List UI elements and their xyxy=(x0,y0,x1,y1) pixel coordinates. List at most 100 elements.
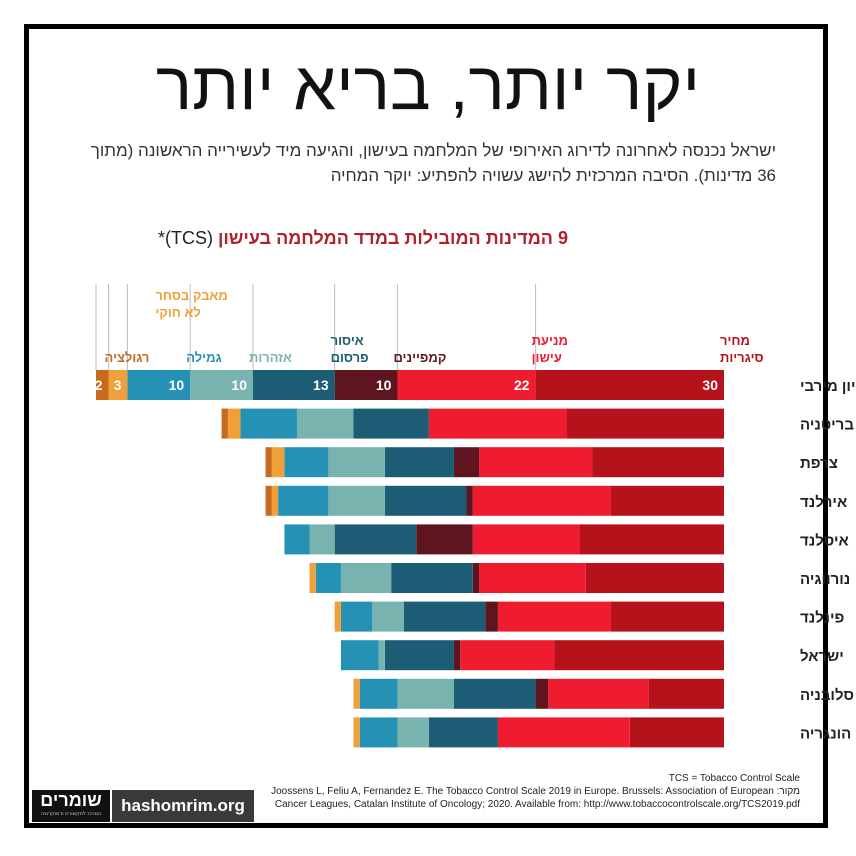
bar-ad_ban-2 xyxy=(384,447,454,478)
logo-tagline: המרכז לתקשורת ודמוקרטיה xyxy=(40,811,102,817)
bar-smoking_ban-8 xyxy=(548,678,649,709)
bar-price-7 xyxy=(554,640,724,671)
bar-warnings-5 xyxy=(340,563,392,593)
bar-cessation-7 xyxy=(340,640,379,671)
bar-illicit_trade-2 xyxy=(271,447,285,478)
bar-illicit_trade-5 xyxy=(309,563,316,593)
row-label-8: סלובניה xyxy=(800,687,854,704)
row-label-5: נורווגיה xyxy=(800,571,850,588)
data-label-campaigns: 10 xyxy=(376,377,392,393)
bar-regulation-0 xyxy=(96,370,109,400)
legend-label-illicit_trade: לא חוקי xyxy=(155,305,200,320)
footnote-definition: TCS = Tobacco Control Scale xyxy=(668,773,800,784)
row-label-2: צרפת xyxy=(800,455,838,472)
row-label-3: אירלנד xyxy=(800,494,847,511)
bar-ad_ban-7 xyxy=(384,640,454,671)
footnote-source-line1: Joossens L, Feliu A, Fernandez E. The To… xyxy=(271,786,800,797)
bar-price-5 xyxy=(585,563,724,593)
bar-ad_ban-5 xyxy=(391,563,473,593)
data-label-price: 30 xyxy=(702,377,718,393)
bar-smoking_ban-9 xyxy=(497,717,630,748)
chart-title-suffix: (TCS)* xyxy=(157,228,213,248)
logo-name: שומרים xyxy=(40,790,102,810)
bar-ad_ban-3 xyxy=(384,485,467,516)
data-label-warnings: 10 xyxy=(231,377,247,393)
bar-ad_ban-1 xyxy=(353,408,429,439)
footnote-source-line2: Cancer Leagues, Catalan Institute of Onc… xyxy=(274,799,800,810)
bar-warnings-6 xyxy=(372,601,404,632)
bar-cessation-8 xyxy=(359,678,398,709)
legend-label-illicit_trade: מאבק בסחר xyxy=(155,288,227,303)
bar-smoking_ban-4 xyxy=(472,524,580,555)
bar-warnings-8 xyxy=(397,678,454,709)
bar-price-8 xyxy=(648,678,724,709)
legend-label-campaigns: קמפיינים xyxy=(393,350,446,365)
row-label-1: בריטניה xyxy=(800,417,854,434)
bar-warnings-1 xyxy=(296,408,354,439)
bar-smoking_ban-2 xyxy=(479,447,593,478)
bar-smoking_ban-6 xyxy=(497,601,611,632)
bar-smoking_ban-3 xyxy=(472,485,611,516)
data-label-cessation: 10 xyxy=(169,377,185,393)
data-label-regulation: 2 xyxy=(95,377,103,393)
bar-warnings-0 xyxy=(190,370,253,400)
chart-title: 9 המדינות המובילות במדד המלחמה בעישון (T… xyxy=(60,228,666,249)
bar-cessation-6 xyxy=(340,601,373,632)
bar-cessation-0 xyxy=(127,370,191,400)
row-label-9: הונגריה xyxy=(800,725,851,742)
bar-regulation-1 xyxy=(221,408,228,439)
bar-ad_ban-4 xyxy=(334,524,417,555)
row-label-6: פינלנד xyxy=(800,610,844,627)
legend-label-smoking_ban: עישון xyxy=(532,350,562,365)
bar-campaigns-7 xyxy=(453,640,461,671)
site-link[interactable]: hashomrim.org xyxy=(112,790,254,822)
outer-frame xyxy=(24,24,828,828)
bar-price-0 xyxy=(535,370,724,400)
row-label-7: ישראל xyxy=(800,648,844,665)
page-subtitle: ישראל נכנסה לאחרונה לדירוג האירופי של המ… xyxy=(90,141,776,185)
bar-campaigns-4 xyxy=(416,524,473,555)
bar-illicit_trade-0 xyxy=(108,370,128,400)
legend-label-smoking_ban: מניעת xyxy=(532,333,568,348)
bar-cessation-3 xyxy=(278,485,329,516)
bar-price-6 xyxy=(610,601,724,632)
bar-warnings-3 xyxy=(328,485,385,516)
row-label-4: איסלנד xyxy=(800,532,849,549)
row-label-0: ציון מירבי xyxy=(800,378,856,395)
bar-warnings-4 xyxy=(309,524,335,555)
data-label-illicit_trade: 3 xyxy=(114,377,122,393)
bar-price-1 xyxy=(567,408,724,439)
bar-illicit_trade-3 xyxy=(271,485,279,516)
bar-cessation-9 xyxy=(359,717,398,748)
bar-regulation-2 xyxy=(265,447,272,478)
bar-ad_ban-0 xyxy=(253,370,335,400)
bar-warnings-9 xyxy=(397,717,429,748)
page-title: יקר יותר, בריא יותר xyxy=(155,48,701,124)
bar-illicit_trade-8 xyxy=(353,678,360,709)
legend-label-cessation: גמילה xyxy=(186,350,222,365)
bar-price-3 xyxy=(610,485,724,516)
bar-ad_ban-9 xyxy=(428,717,498,748)
bar-regulation-3 xyxy=(265,485,272,516)
legend-label-regulation: רגולציה xyxy=(105,350,150,365)
footnote: TCS = Tobacco Control Scale Joossens L, … xyxy=(240,772,800,811)
bar-smoking_ban-7 xyxy=(460,640,555,671)
bar-warnings-2 xyxy=(328,447,385,478)
bar-illicit_trade-9 xyxy=(353,717,360,748)
bar-smoking_ban-0 xyxy=(397,370,536,400)
bar-illicit_trade-6 xyxy=(334,601,341,632)
data-label-ad_ban: 13 xyxy=(313,377,329,393)
bar-ad_ban-6 xyxy=(403,601,486,632)
data-label-smoking_ban: 22 xyxy=(514,377,530,393)
legend-label-ad_ban: איסור xyxy=(331,333,364,348)
bar-cessation-5 xyxy=(315,563,341,593)
bar-ad_ban-8 xyxy=(453,678,536,709)
chart-title-text: 9 המדינות המובילות במדד המלחמה בעישון xyxy=(218,228,568,248)
bar-smoking_ban-1 xyxy=(428,408,567,439)
bar-campaigns-3 xyxy=(466,485,473,516)
bar-price-4 xyxy=(579,524,724,555)
bar-campaigns-5 xyxy=(472,563,480,593)
bar-warnings-7 xyxy=(378,640,385,671)
bar-price-2 xyxy=(592,447,724,478)
